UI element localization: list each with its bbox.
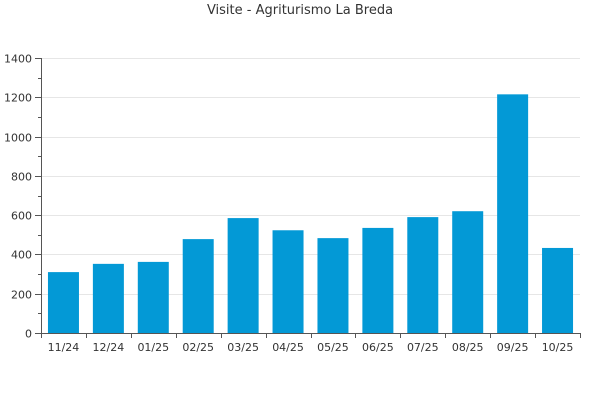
- axes: [35, 58, 581, 338]
- y-tick-label: 1200: [4, 92, 32, 105]
- bar-06-25: [362, 227, 394, 333]
- x-tick-label: 01/25: [137, 341, 169, 354]
- x-tick-label: 12/24: [93, 341, 125, 354]
- y-tick-label: 1400: [4, 53, 32, 66]
- x-tick-label: 08/25: [452, 341, 484, 354]
- bar-04-25: [272, 230, 304, 333]
- x-tick-label: 11/24: [48, 341, 80, 354]
- y-tick-label: 800: [11, 171, 32, 184]
- bar-12-24: [92, 263, 124, 333]
- bar-11-24: [47, 272, 79, 333]
- x-tick-label: 04/25: [272, 341, 304, 354]
- grid-lines: [41, 58, 580, 295]
- y-tick-label: 1000: [4, 132, 32, 145]
- x-tick-labels: 11/24 12/24 01/25 02/25 03/25 04/25 05/25 06/25…: [48, 341, 574, 354]
- x-tick-label: 10/25: [542, 341, 574, 354]
- bar-10-25: [542, 247, 574, 333]
- y-tick-labels: 0 200 400 600 800 1000 1200 1400: [4, 53, 32, 341]
- x-tick-label: 02/25: [182, 341, 214, 354]
- x-tick-label: 03/25: [227, 341, 259, 354]
- bar-02-25: [182, 239, 214, 333]
- x-tick-label: 09/25: [497, 341, 529, 354]
- bars: [47, 94, 574, 334]
- y-tick-label: 0: [25, 328, 32, 341]
- x-tick-label: 05/25: [317, 341, 349, 354]
- bar-05-25: [317, 238, 349, 334]
- bar-08-25: [452, 211, 484, 333]
- y-tick-label: 600: [11, 210, 32, 223]
- x-tick-label: 06/25: [362, 341, 394, 354]
- bar-01-25: [137, 261, 169, 333]
- x-tick-label: 07/25: [407, 341, 439, 354]
- y-tick-label: 400: [11, 249, 32, 262]
- y-tick-label: 200: [11, 289, 32, 302]
- bar-03-25: [227, 218, 259, 333]
- chart-title: Visite - Agriturismo La Breda: [206, 3, 394, 18]
- bar-09-25: [497, 94, 529, 333]
- bar-07-25: [407, 217, 439, 333]
